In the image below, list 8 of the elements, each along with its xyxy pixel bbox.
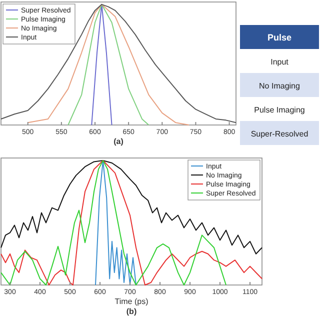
text: Pulse Imaging bbox=[254, 106, 305, 114]
text: No Imaging bbox=[259, 82, 300, 90]
text: Super-Resolved bbox=[250, 130, 308, 138]
text: Input bbox=[270, 58, 290, 66]
x-axis-title: Time (ps) bbox=[114, 297, 149, 306]
text: (b) bbox=[126, 307, 137, 316]
text: (a) bbox=[114, 137, 124, 146]
text: Pulse bbox=[267, 32, 292, 42]
